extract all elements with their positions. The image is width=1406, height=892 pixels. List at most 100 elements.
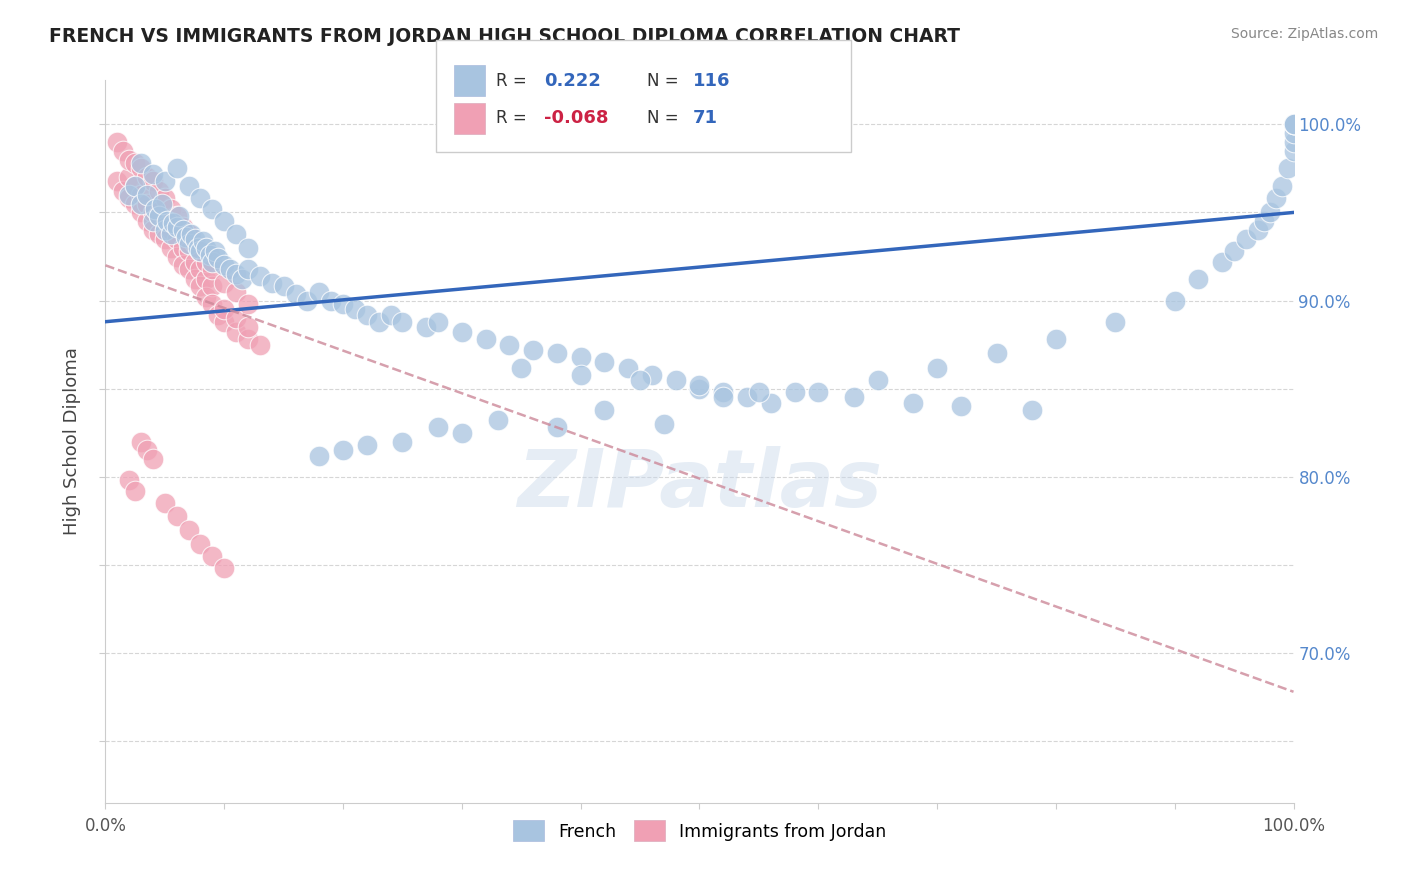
Point (748, 385, 770, 400)
Point (156, 214, 179, 228)
Point (1264, 191, 1286, 205)
Point (166, 219, 188, 234)
Point (112, 184, 135, 198)
Text: FRENCH VS IMMIGRANTS FROM JORDAN HIGH SCHOOL DIPLOMA CORRELATION CHART: FRENCH VS IMMIGRANTS FROM JORDAN HIGH SC… (49, 27, 960, 45)
Point (343, 302, 366, 317)
Point (214, 214, 236, 228)
Point (391, 315, 413, 329)
Point (187, 241, 209, 255)
Point (689, 382, 711, 396)
Point (207, 252, 229, 266)
Point (177, 261, 200, 276)
Point (129, 196, 152, 211)
Point (1164, 293, 1187, 308)
Point (153, 223, 176, 237)
Point (177, 179, 200, 194)
Point (190, 261, 212, 276)
Text: R =: R = (496, 110, 533, 128)
Point (1021, 402, 1043, 417)
Point (166, 161, 188, 176)
Point (260, 276, 283, 290)
Point (180, 227, 202, 241)
Point (450, 326, 472, 340)
Point (380, 308, 402, 322)
Point (129, 187, 152, 202)
Point (689, 378, 711, 392)
Point (308, 449, 330, 463)
Point (207, 308, 229, 322)
Point (284, 286, 307, 301)
Point (1104, 315, 1126, 329)
Point (201, 279, 224, 293)
Text: N =: N = (647, 71, 683, 89)
Point (142, 214, 165, 228)
Point (214, 276, 236, 290)
Point (201, 549, 224, 563)
Point (391, 434, 413, 449)
Point (166, 209, 188, 223)
Point (148, 184, 170, 198)
Point (153, 496, 176, 510)
Point (225, 311, 247, 326)
Point (308, 285, 330, 299)
Point (201, 297, 224, 311)
Point (143, 202, 166, 216)
Point (807, 385, 830, 400)
Point (225, 227, 247, 241)
Point (641, 368, 664, 382)
Point (118, 170, 141, 185)
Point (1282, 135, 1305, 149)
Point (162, 216, 184, 230)
Point (332, 297, 354, 311)
Point (166, 232, 188, 246)
Point (118, 191, 141, 205)
Point (214, 258, 236, 272)
Point (129, 434, 152, 449)
Point (152, 196, 174, 211)
Point (1253, 214, 1275, 228)
Point (1282, 144, 1305, 158)
Point (148, 227, 170, 241)
Point (711, 391, 734, 405)
Point (136, 196, 159, 211)
Point (1282, 117, 1305, 131)
Text: N =: N = (647, 110, 683, 128)
Point (546, 346, 568, 360)
Point (1282, 126, 1305, 140)
Point (105, 174, 128, 188)
Point (183, 232, 205, 246)
Point (297, 293, 319, 308)
Legend: French, Immigrants from Jordan: French, Immigrants from Jordan (506, 814, 893, 848)
Point (142, 205, 165, 219)
Point (142, 167, 165, 181)
Point (195, 254, 218, 268)
Point (136, 187, 159, 202)
Point (450, 425, 472, 440)
Point (236, 297, 259, 311)
Point (136, 170, 159, 185)
Point (177, 244, 200, 259)
Point (652, 417, 675, 431)
Point (367, 315, 389, 329)
Text: 71: 71 (693, 110, 718, 128)
Text: R =: R = (496, 71, 533, 89)
Point (735, 391, 758, 405)
Point (332, 443, 354, 458)
Point (569, 350, 592, 364)
Point (498, 337, 520, 351)
Point (1282, 117, 1305, 131)
Point (1282, 117, 1305, 131)
Point (1223, 244, 1246, 259)
Point (129, 205, 152, 219)
Point (172, 258, 194, 272)
Point (148, 209, 170, 223)
Point (136, 214, 159, 228)
Point (593, 355, 616, 369)
Point (903, 396, 925, 410)
Point (225, 326, 247, 340)
Point (190, 244, 212, 259)
Point (136, 443, 159, 458)
Point (356, 438, 378, 452)
Point (159, 202, 181, 216)
Point (214, 302, 236, 317)
